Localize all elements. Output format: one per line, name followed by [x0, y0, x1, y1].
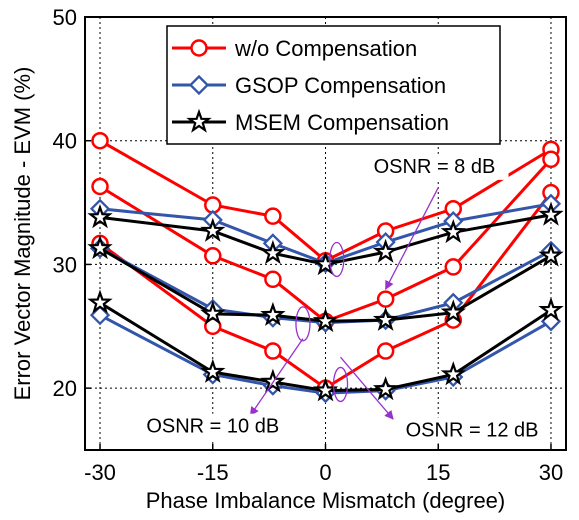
data-point-star [312, 307, 339, 333]
x-tick-label: -30 [84, 460, 116, 485]
data-point-star [312, 251, 339, 276]
data-point-star [538, 242, 564, 267]
annotation-label-bg [360, 153, 509, 180]
data-point-star [186, 108, 212, 133]
annotation-1: OSNR = 10 dB [138, 306, 311, 440]
data-point-circle [264, 270, 282, 289]
data-point-circle [264, 207, 282, 225]
x-tick-label: -15 [197, 460, 229, 485]
annotation-arrow [249, 338, 304, 417]
y-tick-label: 30 [53, 252, 77, 277]
data-point-circle [91, 131, 109, 150]
annotation-2: OSNR = 12 dB [332, 356, 547, 444]
data-point-star [440, 218, 466, 244]
annotation-label: OSNR = 10 dB [146, 416, 279, 438]
y-axis-label: Error Vector Magnitude - EVM (%) [10, 67, 35, 401]
annotation-label-bg [138, 413, 287, 440]
y-tick-label: 20 [53, 376, 77, 401]
series-lines [87, 131, 564, 404]
data-point-star [372, 376, 399, 401]
legend-label: w/o Compensation [234, 36, 417, 61]
series-circle-2 [91, 183, 560, 397]
annotation-label: OSNR = 12 dB [406, 419, 539, 441]
legend-label: MSEM Compensation [235, 110, 449, 135]
data-point-star [87, 289, 113, 314]
data-point-star [260, 368, 286, 393]
y-tick-label: 50 [53, 5, 77, 30]
series-circle-0 [91, 131, 560, 270]
annotation-ellipse [332, 366, 349, 403]
data-point-star [260, 239, 286, 265]
data-point-star [312, 377, 339, 402]
data-point-star [538, 201, 564, 226]
data-point-star [372, 306, 399, 331]
tick-labels: -30 -15 0 15 30 20 30 40 50 [53, 5, 564, 485]
legend-label: GSOP Compensation [235, 73, 446, 98]
data-point-diamond [188, 74, 210, 96]
data-point-circle [542, 150, 560, 169]
annotations: OSNR = 8 dB OSNR = 10 dB OSNR = 12 dB [138, 153, 547, 444]
x-axis-label: Phase Imbalance Mismatch (degree) [146, 488, 506, 513]
data-point-circle [204, 247, 222, 265]
data-point-circle [444, 258, 463, 276]
annotation-arrow [385, 187, 439, 290]
legend-item-2: MSEM Compensation [172, 108, 449, 135]
data-point-star [200, 217, 226, 242]
data-point-star [200, 300, 226, 325]
data-point-star [87, 234, 113, 260]
data-point-star [372, 238, 399, 263]
data-point-star [440, 361, 466, 386]
data-point-circle [376, 342, 395, 360]
x-tick-label: 30 [539, 460, 563, 485]
data-point-star [440, 299, 466, 324]
series-star-7 [87, 234, 564, 333]
x-tick-label: 0 [319, 460, 331, 485]
series-star-8 [87, 289, 564, 402]
legend: w/o Compensation GSOP Compensation MSEM Co… [166, 25, 501, 145]
data-point-circle [190, 39, 208, 57]
data-point-circle [264, 342, 282, 360]
data-point-circle [376, 290, 395, 308]
series-star-6 [87, 201, 564, 276]
annotation-label-bg [398, 417, 547, 444]
data-point-star [200, 358, 226, 383]
data-point-circle [91, 177, 109, 196]
annotation-ellipse [295, 306, 311, 342]
y-tick-label: 40 [53, 129, 77, 154]
annotation-0: OSNR = 8 dB [329, 153, 509, 290]
x-tick-label: 15 [426, 460, 450, 485]
data-point-star [87, 204, 113, 229]
legend-item-0: w/o Compensation [172, 36, 417, 61]
data-point-star [538, 296, 564, 322]
plot-frame [84, 16, 567, 451]
data-point-star [260, 301, 286, 326]
annotation-ellipse [329, 241, 345, 278]
legend-item-1: GSOP Compensation [172, 73, 446, 98]
annotation-label: OSNR = 8 dB [374, 156, 496, 178]
annotation-arrow [340, 356, 394, 420]
